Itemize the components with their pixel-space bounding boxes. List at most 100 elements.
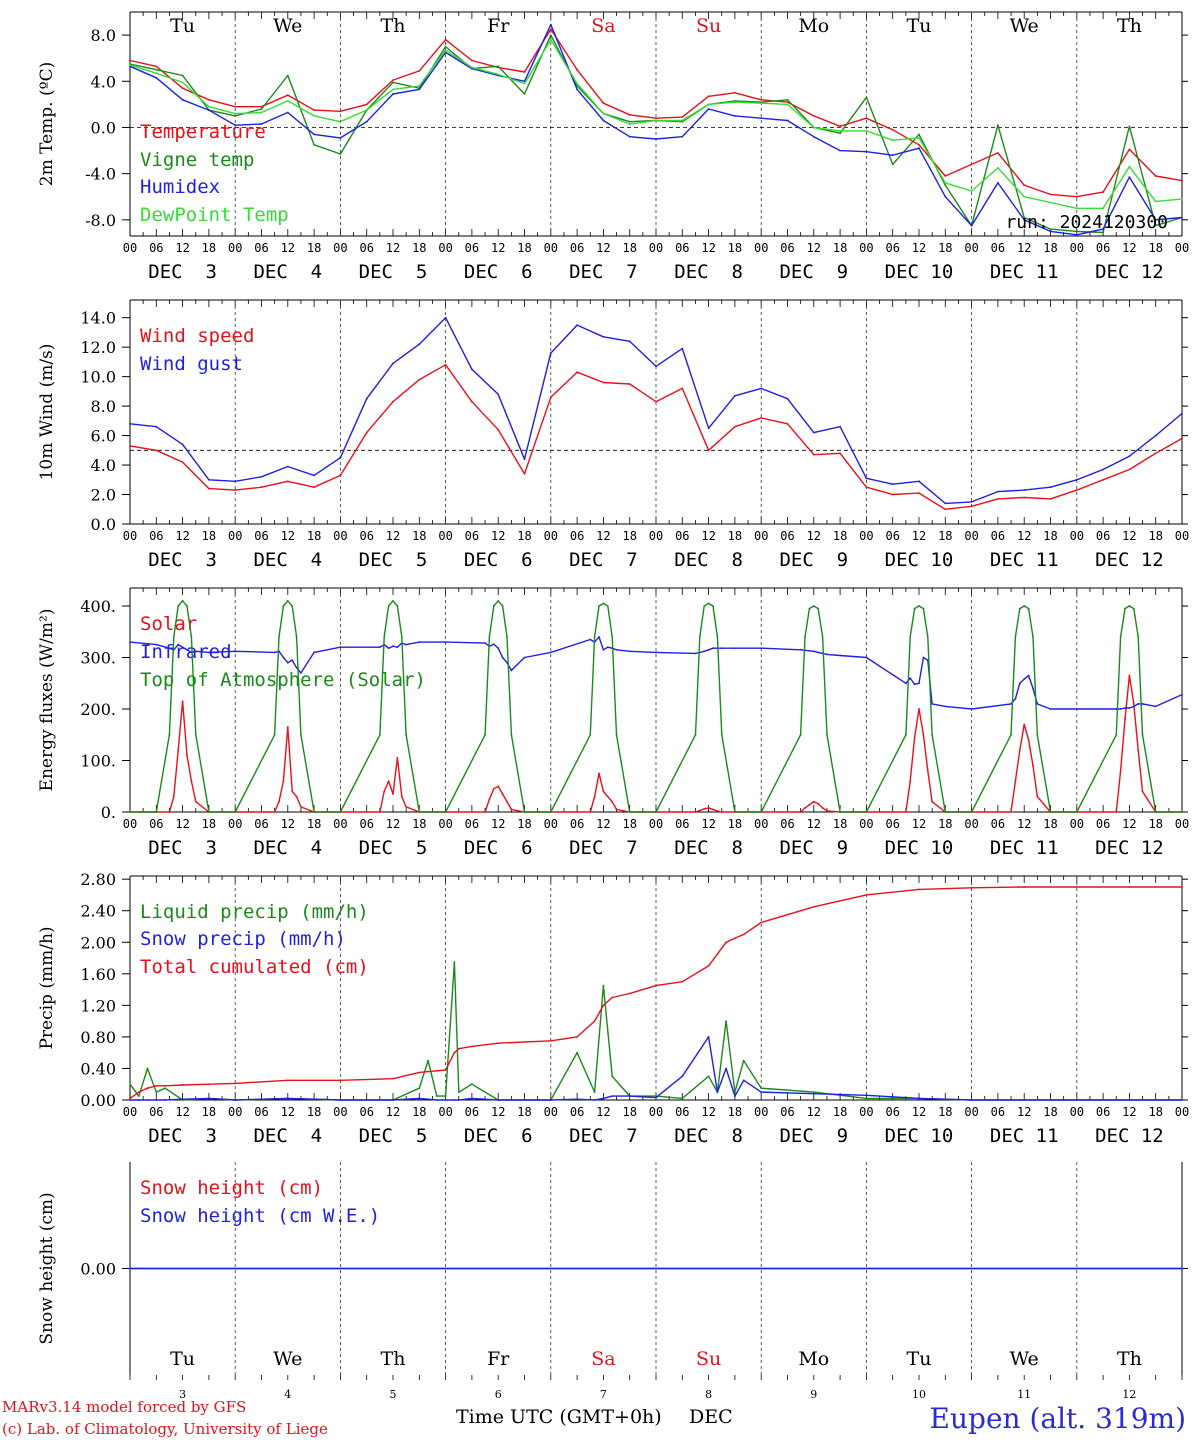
data-point [286,1097,289,1100]
hour-tick-label: 06 [991,529,1005,543]
data-point [164,1099,167,1101]
data-point [734,1095,736,1097]
data-point [821,807,824,809]
data-point [260,111,263,114]
data-point [707,807,710,809]
data-point [260,486,263,489]
data-point [155,449,158,452]
data-point [725,1067,727,1070]
series-line-liquid-precip-mm-h [129,961,1182,1101]
hour-tick-label: 12 [1017,1105,1031,1119]
data-point [598,605,600,607]
data-point [549,1099,552,1101]
hour-tick-label: 00 [438,529,452,543]
data-point [997,490,999,493]
hour-tick-label: 00 [333,241,347,255]
data-point [172,795,175,798]
data-point [1023,218,1026,221]
data-point [615,733,618,736]
y-axis-label: Energy fluxes (W/m²) [37,609,57,792]
data-point [1023,886,1026,888]
hour-tick-label: 06 [675,241,689,255]
hour-tick-label: 00 [228,817,242,831]
hour-tick-label: 12 [281,241,295,255]
data-point [1027,674,1030,677]
data-point [865,894,868,896]
data-point [808,607,811,610]
data-point [1132,705,1135,708]
data-point [865,96,868,99]
data-point [208,651,210,654]
data-point [1119,636,1122,638]
data-point [918,888,920,891]
date-label: DEC 4 [253,549,322,571]
data-point [694,652,697,655]
data-point [576,1051,578,1054]
data-point [155,68,158,71]
data-point [944,811,947,813]
data-point [826,810,828,812]
hour-tick-label: 00 [228,1105,242,1119]
data-point [1023,195,1026,198]
hour-tick-label: 06 [254,241,268,255]
data-point [194,650,197,653]
hour-tick-label: 12 [912,529,926,543]
data-point [734,91,736,94]
date-label: DEC 9 [779,837,848,859]
data-point [799,811,802,813]
hour-tick-label: 00 [228,241,242,255]
data-point [602,381,605,384]
data-point [1023,184,1026,187]
data-point [286,661,289,664]
data-point [506,800,508,803]
data-point [392,81,394,84]
hour-tick-label: 06 [780,1105,794,1119]
y-axis-label: 2m Temp. (ºC) [37,62,57,187]
data-point [396,757,399,759]
data-point [712,647,714,650]
data-point [234,489,237,491]
data-point [313,486,315,489]
hour-tick-label: 12 [1122,241,1136,255]
data-point [181,646,184,649]
data-point [444,1069,447,1071]
data-point [760,387,763,390]
hour-tick-label: 12 [596,817,610,831]
hour-tick-label: 06 [885,241,899,255]
date-label: DEC 4 [253,1125,322,1147]
data-point [1049,201,1052,204]
data-point [278,636,280,638]
data-point [523,82,526,85]
data-point [260,475,263,478]
data-point [181,98,184,101]
hour-tick-label: 12 [175,1105,189,1119]
data-point [168,647,171,650]
hour-tick-label: 06 [780,529,794,543]
data-point [1023,1099,1026,1101]
data-point [812,135,815,138]
data-point [164,1087,167,1090]
data-point [208,1097,210,1100]
series-line-solar [130,674,1182,813]
data-point [786,422,789,425]
data-point [471,1083,473,1086]
hour-tick-label: 06 [780,817,794,831]
data-point [497,785,500,788]
data-point [208,811,210,813]
data-point [918,605,920,607]
data-point [593,1020,596,1022]
data-point [628,113,631,116]
hour-tick-label: 18 [1043,817,1057,831]
hour-tick-label: 18 [728,1105,742,1119]
date-label: DEC 3 [148,1125,217,1147]
data-point [405,643,407,646]
data-point [492,605,495,607]
data-point [1027,739,1030,741]
data-point [576,324,578,326]
data-point [427,1098,429,1101]
date-label: DEC 7 [569,1125,638,1147]
data-point [931,703,933,705]
data-point [602,648,605,651]
data-point [510,808,513,811]
data-point [400,795,403,798]
